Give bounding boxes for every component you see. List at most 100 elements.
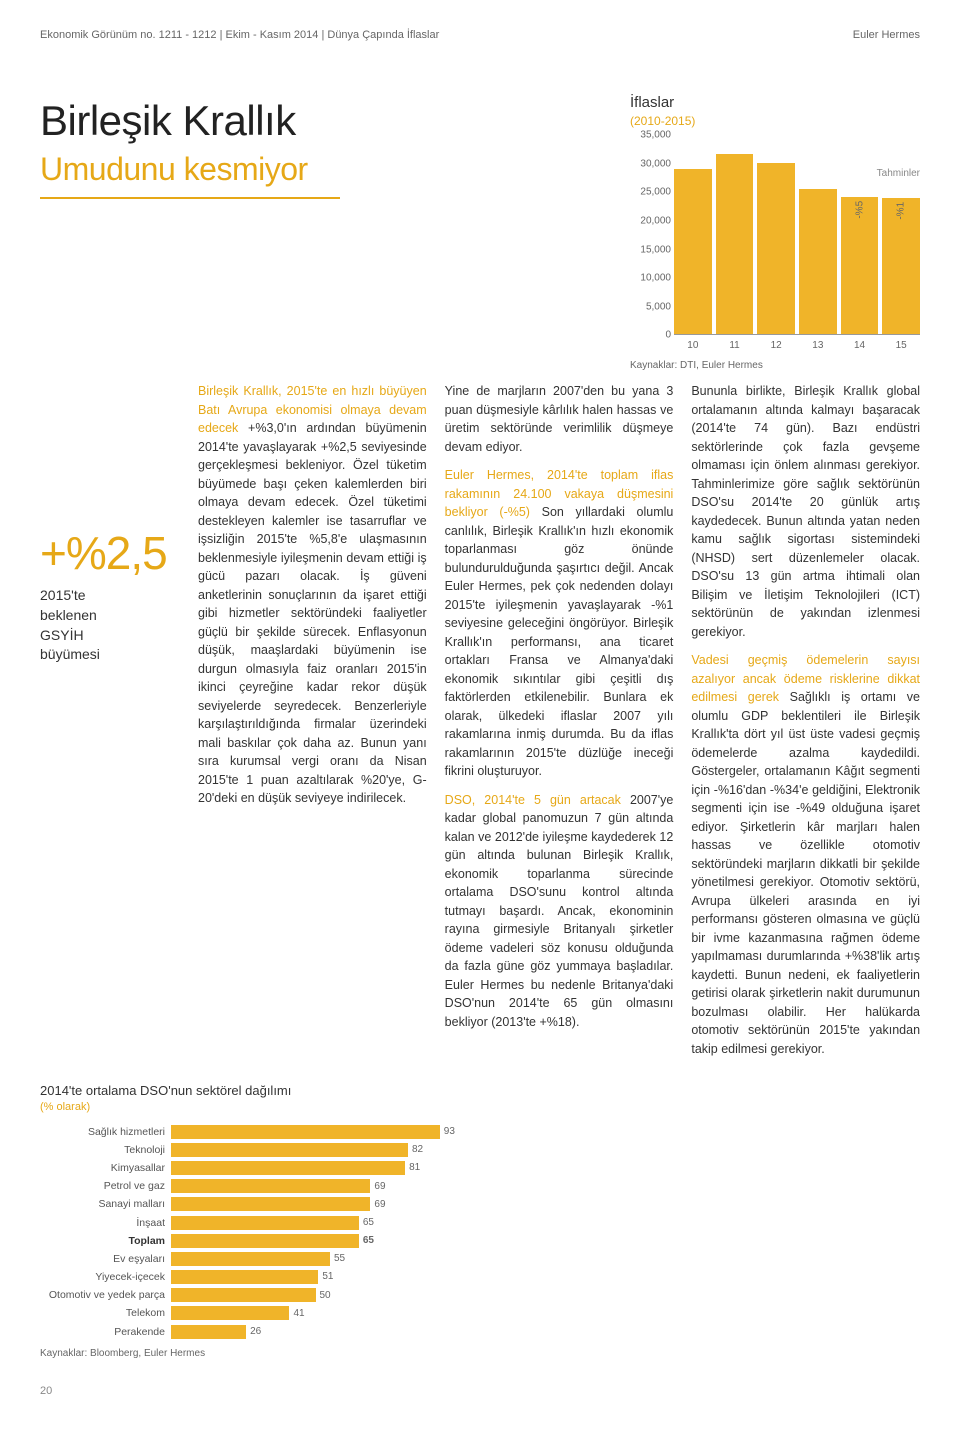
hbar-value: 41 — [293, 1307, 304, 1321]
body-column-3: Bununla birlikte, Birleşik Krallık globa… — [691, 382, 920, 1058]
hbar-row: İnşaat 65 — [40, 1216, 460, 1230]
stat-line: beklenen — [40, 606, 180, 626]
bar-chart-subtitle: (2010-2015) — [630, 113, 920, 129]
col2-rest2: 2007'ye kadar global panomuzun 7 gün alt… — [445, 793, 674, 1029]
hbar-value: 82 — [412, 1143, 423, 1157]
page-number: 20 — [40, 1384, 920, 1399]
title-block: Birleşik Krallık Umudunu kesmiyor — [40, 93, 630, 199]
hbar-label: Perakende — [40, 1325, 165, 1339]
hbar-label: Toplam — [40, 1234, 165, 1248]
bar-chart-ytick: 0 — [665, 329, 671, 343]
hbar-bar — [171, 1325, 246, 1339]
hbar-track: 50 — [171, 1288, 460, 1302]
stat-line: büyümesi — [40, 645, 180, 665]
title-underline — [40, 197, 340, 199]
hbar-label: Sağlık hizmetleri — [40, 1125, 165, 1139]
body-column-2: Yine de marjların 2007'den bu yana 3 pua… — [445, 382, 674, 1058]
bar-annotation: -%1 — [894, 202, 908, 220]
hbar-track: 82 — [171, 1143, 460, 1157]
hbar-row: Perakende 26 — [40, 1325, 460, 1339]
hbar-row: Ev eşyaları 55 — [40, 1252, 460, 1266]
hbar-bar — [171, 1270, 318, 1284]
bar-chart-ytick: 30,000 — [640, 157, 671, 171]
hbar-subtitle: (% olarak) — [40, 1100, 460, 1115]
hbar-bar — [171, 1125, 440, 1139]
bar-chart-ytick: 25,000 — [640, 186, 671, 200]
hbar-label: Ev eşyaları — [40, 1252, 165, 1266]
hbar-section: 2014'te ortalama DSO'nun sektörel dağılı… — [40, 1082, 460, 1360]
hbar-row: Toplam 65 — [40, 1234, 460, 1248]
hbar-bar — [171, 1288, 316, 1302]
bar-chart-source: Kaynaklar: DTI, Euler Hermes — [630, 359, 920, 373]
hbar-row: Telekom 41 — [40, 1306, 460, 1320]
headline-stat: +%2,5 — [40, 522, 180, 584]
title-sub: Umudunu kesmiyor — [40, 148, 630, 191]
hbar-label: Petrol ve gaz — [40, 1179, 165, 1193]
body-column-1: Birleşik Krallık, 2015'te en hızlı büyüy… — [198, 382, 427, 1058]
bar-chart-bar — [716, 154, 754, 334]
hbar-bar — [171, 1252, 330, 1266]
hbar-label: Teknoloji — [40, 1143, 165, 1157]
hbar-row: Yiyecek-içecek 51 — [40, 1270, 460, 1284]
hbar-bar — [171, 1161, 405, 1175]
col2-top: Yine de marjların 2007'den bu yana 3 pua… — [445, 382, 674, 456]
bar-chart-bar — [799, 189, 837, 335]
hbar-row: Sanayi malları 69 — [40, 1197, 460, 1211]
title-main: Birleşik Krallık — [40, 93, 630, 150]
col2-lead2: DSO, 2014'te 5 gün artacak — [445, 793, 621, 807]
stat-line: 2015'te — [40, 586, 180, 606]
col3-rest: Sağlıklı iş ortamı ve olumlu GDP beklent… — [691, 690, 920, 1056]
hbar-label: Kimyasallar — [40, 1161, 165, 1175]
hbar-value: 50 — [320, 1289, 331, 1303]
bar-chart-xtick: 10 — [674, 339, 712, 353]
bar-chart-xtick: 14 — [841, 339, 879, 353]
hbar-track: 51 — [171, 1270, 460, 1284]
bar-chart-x-labels: 10 1112 13 1415 — [674, 339, 920, 353]
bar-chart-xtick: 11 — [716, 339, 754, 353]
bar-chart-bar: -%1 — [882, 198, 920, 335]
bar-chart-xtick: 12 — [757, 339, 795, 353]
hbar-track: 81 — [171, 1161, 460, 1175]
hbar-label: Telekom — [40, 1306, 165, 1320]
hbar-label: Yiyecek-içecek — [40, 1270, 165, 1284]
hbar-bar — [171, 1197, 370, 1211]
hbar-value: 69 — [374, 1198, 385, 1212]
hbar-track: 65 — [171, 1216, 460, 1230]
col3-top: Bununla birlikte, Birleşik Krallık globa… — [691, 382, 920, 641]
hbar-value: 51 — [322, 1270, 333, 1284]
hbar-bar — [171, 1179, 370, 1193]
header-left: Ekonomik Görünüm no. 1211 - 1212 | Ekim … — [40, 28, 439, 43]
hbar-rows: Sağlık hizmetleri93Teknoloji82Kimyasalla… — [40, 1125, 460, 1339]
hbar-bar — [171, 1234, 359, 1248]
hbar-label: İnşaat — [40, 1216, 165, 1230]
hbar-bar — [171, 1143, 408, 1157]
hbar-track: 65 — [171, 1234, 460, 1248]
headline-stat-caption: 2015'te beklenen GSYİH büyümesi — [40, 586, 180, 664]
header-right: Euler Hermes — [853, 28, 920, 43]
bar-chart-y-axis: 35,00030,00025,00020,00015,00010,0005,00… — [629, 135, 671, 334]
bar-chart-xtick: 15 — [882, 339, 920, 353]
hbar-track: 69 — [171, 1179, 460, 1193]
hbar-row: Petrol ve gaz 69 — [40, 1179, 460, 1193]
intro-rest: +%3,0'ın ardından büyümenin 2014'te yava… — [198, 421, 427, 805]
hbar-title: 2014'te ortalama DSO'nun sektörel dağılı… — [40, 1082, 460, 1100]
bar-chart: 35,00030,00025,00020,00015,00010,0005,00… — [674, 135, 920, 335]
stat-line: GSYİH — [40, 626, 180, 646]
hbar-track: 55 — [171, 1252, 460, 1266]
bar-chart-ytick: 15,000 — [640, 243, 671, 257]
bar-annotation: -%5 — [853, 200, 867, 218]
hbar-value: 81 — [409, 1161, 420, 1175]
hbar-row: Kimyasallar 81 — [40, 1161, 460, 1175]
hbar-label: Otomotiv ve yedek parça — [40, 1288, 165, 1302]
bar-chart-bar — [674, 169, 712, 335]
bar-chart-ytick: 5,000 — [646, 300, 671, 314]
hbar-source: Kaynaklar: Bloomberg, Euler Hermes — [40, 1347, 460, 1361]
hbar-bar — [171, 1216, 359, 1230]
hbar-value: 26 — [250, 1325, 261, 1339]
hbar-label: Sanayi malları — [40, 1197, 165, 1211]
bar-chart-xtick: 13 — [799, 339, 837, 353]
bar-chart-bar — [757, 163, 795, 334]
hbar-bar — [171, 1306, 289, 1320]
col2-rest: Son yıllardaki olumlu canlılık, Birleşik… — [445, 505, 674, 778]
page-header: Ekonomik Görünüm no. 1211 - 1212 | Ekim … — [40, 28, 920, 43]
